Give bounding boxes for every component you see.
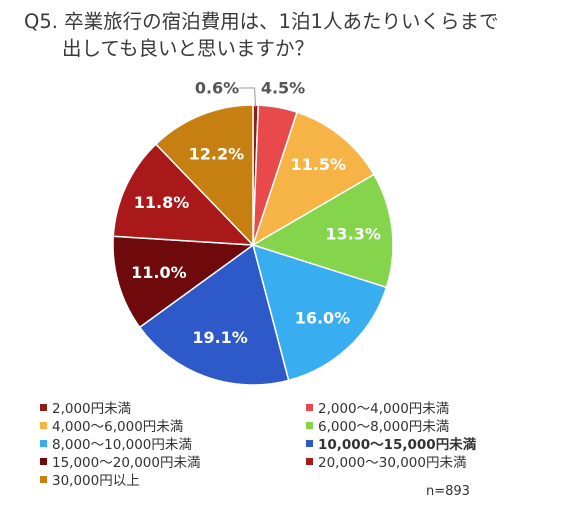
legend-swatch [306, 440, 313, 447]
legend-item: 6,000〜8,000円未満 [306, 419, 449, 435]
pie-slice [251, 243, 388, 382]
legend-swatch [40, 476, 47, 483]
legend-swatch [40, 440, 47, 447]
legend-label: 8,000〜10,000円未満 [52, 437, 192, 453]
legend-swatch [40, 422, 47, 429]
slice-value-label: 13.3% [325, 224, 381, 243]
slice-value-label: 16.0% [295, 309, 351, 328]
legend-item: 4,000〜6,000円未満 [40, 419, 183, 435]
slice-value-label: 11.5% [291, 155, 347, 174]
slice-value-label: 12.2% [189, 145, 245, 164]
legend-swatch [40, 404, 47, 411]
pie-slice [112, 143, 255, 246]
pie-slice [138, 243, 290, 386]
pie-slice [154, 104, 254, 247]
pie-slice [112, 235, 256, 329]
pie-slice [251, 173, 394, 289]
legend-label: 20,000〜30,000円未満 [318, 455, 467, 471]
legend-swatch [40, 458, 47, 465]
chart-title-line-1: Q5. 卒業旅行の宿泊費用は、1泊1人あたりいくらまで [24, 10, 499, 33]
pie-slice [251, 111, 375, 247]
legend-label: 2,000円未満 [52, 401, 132, 417]
pie-chart: 0.6% 4.5% 11.5% 13.3% 16.0% 19.1% 11.0% 11.8% 12… [112, 79, 394, 386]
legend-item: 20,000〜30,000円未満 [306, 455, 466, 471]
chart-title: Q5. 卒業旅行の宿泊費用は、1泊1人あたりいくらまで 出しても良いと思いますか… [24, 8, 564, 62]
slice-value-label: 11.8% [134, 193, 190, 212]
legend-label: 4,000〜6,000円未満 [52, 419, 184, 435]
legend-item: 2,000〜4,000円未満 [306, 401, 449, 417]
legend-item: 10,000〜15,000円未満 [306, 437, 476, 453]
legend-label: 2,000〜4,000円未満 [318, 401, 450, 417]
legend-item: 30,000円以上 [40, 473, 140, 489]
legend-label: 30,000円以上 [52, 473, 140, 489]
slice-value-label: 4.5% [261, 79, 305, 98]
slice-value-label: 0.6% [195, 79, 239, 98]
legend-item: 2,000円未満 [40, 401, 131, 417]
sample-size: n=893 [426, 484, 470, 499]
legend-swatch [306, 458, 313, 465]
slice-value-label: 19.1% [192, 328, 248, 347]
legend-swatch [306, 422, 313, 429]
chart-title-line-2: 出しても良いと思いますか？ [62, 37, 314, 60]
legend-label: 10,000〜15,000円未満 [318, 437, 477, 453]
slice-value-label: 11.0% [131, 263, 187, 282]
legend-label: 6,000〜8,000円未満 [318, 419, 450, 435]
legend-item: 8,000〜10,000円未満 [40, 437, 192, 453]
legend-label: 15,000〜20,000円未満 [52, 455, 201, 471]
legend-item: 15,000〜20,000円未満 [40, 455, 200, 471]
leader-line [239, 87, 257, 108]
legend-swatch [306, 404, 313, 411]
